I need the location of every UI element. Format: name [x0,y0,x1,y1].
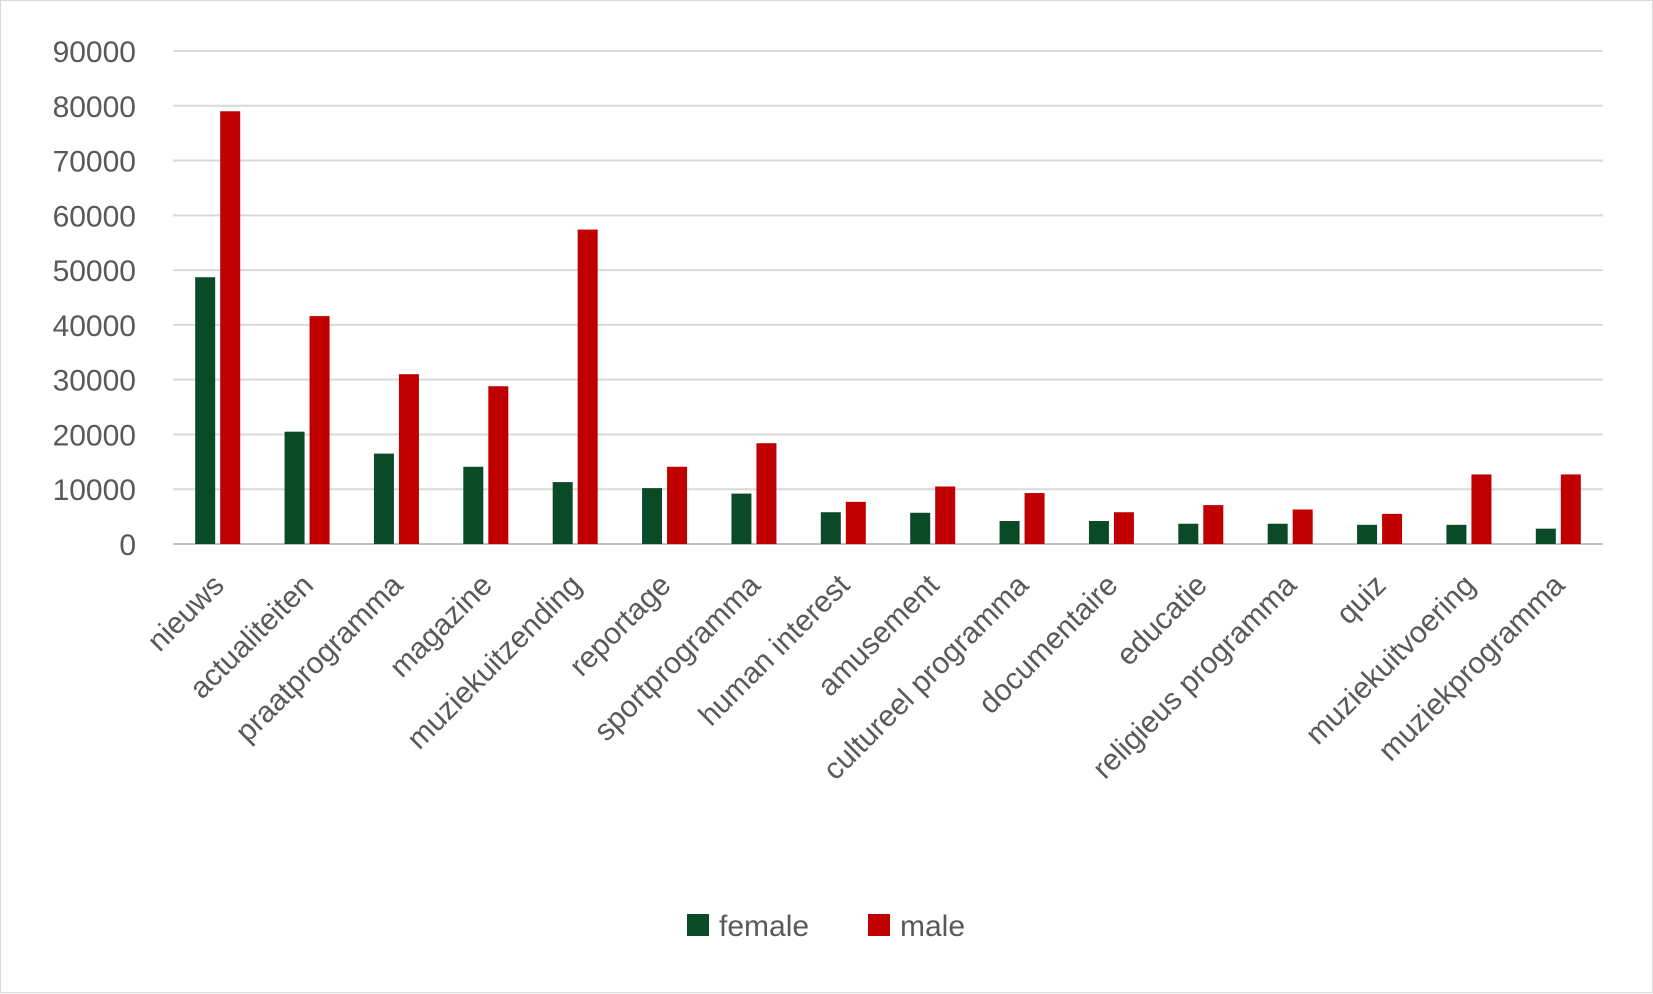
x-tick-label: sportprogramma [588,568,767,747]
y-tick-label: 70000 [53,146,136,179]
bar-male [1203,505,1224,544]
bar-female [820,512,841,544]
bar-female [999,520,1020,544]
y-tick-label: 20000 [53,419,136,452]
bar-female [1357,524,1378,544]
bar-female [1267,523,1288,544]
bar-male [756,443,777,544]
bar-female [463,466,484,544]
bar-male [577,229,598,544]
bar-male [488,386,509,544]
y-tick-label: 30000 [53,365,136,398]
x-axis-ticks: nieuwsactualiteitenpraatprogrammamagazin… [141,568,1571,786]
y-tick-label: 0 [119,529,136,562]
bar-male [220,111,241,544]
x-tick-label: muziekuitzending [401,569,588,756]
bar-male [1292,509,1313,544]
bar-female [1446,524,1467,544]
y-tick-label: 80000 [53,91,136,124]
bar-male [845,501,866,544]
x-tick-label: praatprogramma [229,568,409,748]
y-axis-ticks: 0 10000 20000 30000 40000 50000 60000 70000 8000… [53,36,136,562]
bar-female [910,512,931,544]
legend: female male [687,910,965,943]
y-tick-label: 10000 [53,474,136,507]
bar-male [667,466,688,544]
bar-female [1178,523,1199,544]
x-tick-label: quiz [1330,569,1392,631]
bar-male [398,374,419,544]
legend-label-male: male [900,910,965,943]
bar-male [1382,513,1403,544]
y-tick-label: 90000 [53,36,136,69]
bar-male [1471,474,1492,544]
bar-female [552,482,573,544]
bar-female [284,431,305,544]
bars [195,111,1581,544]
bar-female [642,488,663,544]
bar-female [731,493,752,544]
legend-swatch-male [868,914,890,936]
bar-male [1113,512,1134,544]
bar-male [1024,493,1045,544]
y-tick-label: 50000 [53,255,136,288]
bar-female [373,453,394,544]
bar-female [1535,528,1556,544]
bar-female [195,277,216,544]
bar-male [935,486,956,544]
x-tick-label: nieuws [141,569,230,658]
bar-male [309,316,330,544]
y-tick-label: 40000 [53,310,136,343]
x-tick-label: muziekuitvoering [1299,569,1482,752]
bar-female [1088,520,1109,544]
legend-swatch-female [687,914,709,936]
y-tick-label: 60000 [53,200,136,233]
bar-male [1560,474,1581,544]
x-tick-label: human interest [693,568,857,732]
legend-label-female: female [719,910,809,943]
